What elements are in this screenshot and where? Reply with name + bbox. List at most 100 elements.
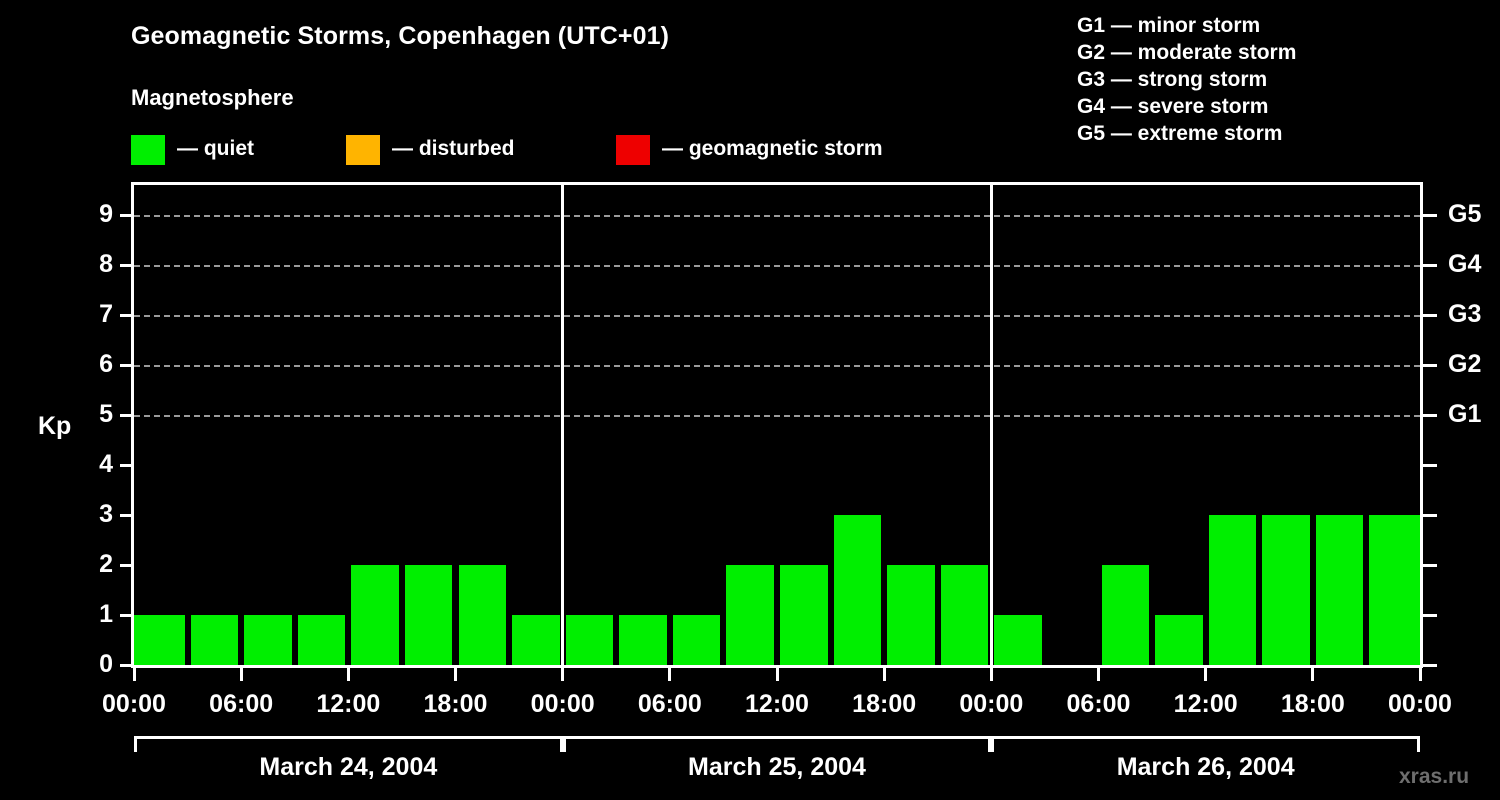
x-tick-label-7: 18:00 [852,690,917,718]
g-axis-minor-tick-4 [1423,464,1437,467]
bar [619,615,667,665]
bar [244,615,292,665]
g-axis-label-G5: G5 [1448,200,1482,228]
bar [190,615,239,665]
legend-swatch-icon [346,135,380,165]
y-tick-7 [120,314,134,317]
y-tick-label-5: 5 [99,400,113,428]
g-axis-minor-tick-2 [1423,564,1437,567]
x-tick-label-9: 06:00 [1066,690,1131,718]
x-tick-4 [561,668,565,681]
bar [565,615,614,665]
bar [458,565,507,665]
y-tick-label-1: 1 [99,600,113,628]
bar [887,565,935,665]
gridline-kp-9 [134,215,1420,217]
g-scale-row-3: G3 — strong storm [1077,68,1268,91]
bar [1262,515,1310,665]
x-tick-label-8: 00:00 [959,690,1024,718]
day-divider-1 [561,185,565,665]
g-scale-row-5: G5 — extreme storm [1077,122,1283,145]
g-axis-label-G3: G3 [1448,300,1482,328]
gridline-kp-7 [134,315,1420,317]
y-axis-title: Kp [38,412,72,440]
y-tick-label-0: 0 [99,650,113,678]
bar [351,565,399,665]
y-tick-label-3: 3 [99,500,113,528]
g-axis-label-G1: G1 [1448,400,1482,428]
bar [1315,515,1364,665]
day-label-2: March 25, 2004 [688,753,866,781]
bar [134,615,185,665]
plot-area [131,182,1423,668]
bar [404,565,453,665]
y-tick-9 [120,214,134,217]
gridline-kp-6 [134,365,1420,367]
g-axis-minor-tick-1 [1423,614,1437,617]
plot-inner [134,185,1420,665]
y-tick-label-4: 4 [99,450,113,478]
y-tick-2 [120,564,134,567]
x-tick-12 [1418,668,1422,681]
g-axis-tick-G5 [1423,214,1437,217]
x-tick-11 [1311,668,1315,681]
x-tick-7 [882,668,886,681]
day-divider-2 [989,185,993,665]
bar [1155,615,1203,665]
legend-label: — quiet [177,137,254,160]
x-tick-1 [239,668,243,681]
bar [833,515,882,665]
x-tick-label-4: 00:00 [530,690,595,718]
legend-label: — geomagnetic storm [662,137,883,160]
y-tick-6 [120,364,134,367]
y-tick-5 [120,414,134,417]
day-bracket-2 [562,736,992,752]
bar [297,615,346,665]
x-tick-6 [775,668,779,681]
x-tick-label-1: 06:00 [209,690,274,718]
y-tick-label-8: 8 [99,250,113,278]
y-tick-label-7: 7 [99,300,113,328]
x-tick-label-11: 18:00 [1280,690,1345,718]
y-tick-4 [120,464,134,467]
g-axis-label-G2: G2 [1448,350,1482,378]
g-scale-row-1: G1 — minor storm [1077,14,1261,37]
g-axis-tick-G3 [1423,314,1437,317]
legend-swatch-icon [131,135,165,165]
x-tick-label-10: 12:00 [1173,690,1238,718]
x-tick-label-2: 12:00 [316,690,381,718]
g-axis-minor-tick-3 [1423,514,1437,517]
legend-swatch-icon [616,135,650,165]
bar [1208,515,1257,665]
x-tick-label-6: 12:00 [745,690,809,718]
chart-title: Geomagnetic Storms, Copenhagen (UTC+01) [131,22,670,50]
x-tick-label-3: 18:00 [423,690,488,718]
bar [672,615,721,665]
y-tick-label-2: 2 [99,550,113,578]
gridline-kp-8 [134,265,1420,267]
g-axis-label-G4: G4 [1448,250,1482,278]
x-tick-0 [132,668,136,681]
bar [512,615,560,665]
bar [780,565,828,665]
g-scale-row-2: G2 — moderate storm [1077,41,1297,64]
chart-subtitle: Magnetosphere [131,85,294,110]
x-tick-8 [989,668,993,681]
g-scale-legend: G1 — minor storm G2 — moderate storm G3 — … [1077,12,1296,147]
x-tick-10 [1204,668,1208,681]
x-tick-5 [668,668,672,681]
watermark: xras.ru [1399,765,1470,788]
x-tick-3 [454,668,457,681]
y-tick-3 [120,514,134,517]
bar [1101,565,1150,665]
x-tick-2 [346,668,350,681]
g-axis-tick-G2 [1423,364,1437,367]
bar [994,615,1042,665]
gridline-kp-5 [134,415,1420,417]
bar [726,565,774,665]
legend-label: — disturbed [392,137,515,160]
g-axis-minor-tick-0 [1423,664,1437,667]
bar [940,565,989,665]
day-label-3: March 26, 2004 [1116,753,1295,781]
